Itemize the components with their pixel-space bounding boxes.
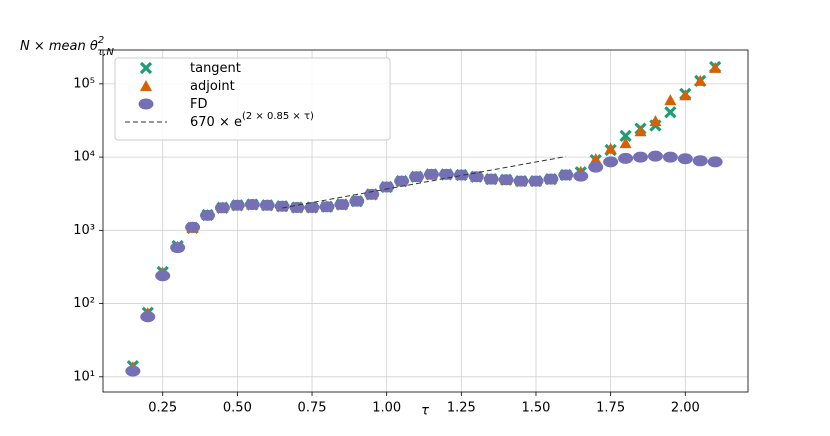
triangle-marker: [634, 125, 647, 137]
circle-marker: [453, 169, 469, 181]
x-tick-label: 1.25: [447, 401, 476, 416]
y-tick-label: 10²: [73, 296, 95, 311]
circle-marker: [334, 199, 350, 211]
legend-label: tangent: [190, 61, 241, 76]
legend-name: adjoint: [190, 79, 235, 94]
legend-exponent: (2 × 0.85 × τ): [242, 111, 314, 122]
fit-line: [282, 156, 566, 209]
circle-marker: [647, 150, 663, 162]
circle-marker: [423, 168, 439, 180]
circle-marker: [200, 209, 216, 221]
circle-marker: [662, 151, 678, 163]
circle-marker: [707, 156, 723, 168]
x-marker: [664, 106, 677, 119]
circle-marker: [409, 171, 425, 183]
y-label-sub: τ,N: [97, 47, 114, 58]
triangle-marker: [619, 137, 632, 149]
circle-marker: [633, 151, 648, 163]
circle-marker: [244, 199, 260, 211]
x-tick-label: 1.50: [522, 401, 551, 416]
y-label-main: N × mean θ: [20, 39, 98, 54]
x-tick-label: 0.50: [223, 401, 252, 416]
circle-marker: [677, 153, 693, 165]
circle-marker: [513, 175, 529, 187]
legend-name: 670 × e: [190, 115, 242, 130]
legend-name: FD: [190, 97, 208, 112]
x-marker: [139, 61, 153, 75]
x-marker: [619, 129, 632, 142]
circle-marker: [140, 311, 156, 323]
circle-marker: [483, 173, 499, 185]
circle-marker: [125, 365, 141, 377]
x-tick-label: 2.00: [671, 401, 700, 416]
circle-marker: [468, 171, 484, 183]
triangle-marker: [604, 142, 617, 154]
circle-marker: [692, 155, 708, 167]
legend-label: FD: [190, 97, 208, 112]
circle-marker: [349, 195, 365, 207]
circle-marker: [170, 242, 186, 254]
circle-marker: [438, 168, 454, 180]
circle-marker: [319, 201, 335, 213]
legend-label: adjoint: [190, 79, 235, 94]
legend-name: tangent: [190, 61, 241, 76]
circle-marker: [558, 169, 574, 181]
y-tick-label: 10⁴: [73, 150, 95, 165]
circle-marker: [304, 201, 320, 213]
y-label-sup: 2: [98, 35, 104, 46]
legend-label: 670 × e(2 × 0.85 × τ): [190, 111, 314, 130]
legend-box: [114, 57, 391, 141]
triangle-marker: [589, 153, 602, 165]
circle-marker: [618, 152, 634, 164]
triangle-marker: [140, 80, 152, 91]
x-tick-label: 1.00: [372, 401, 401, 416]
circle-marker: [394, 175, 410, 187]
y-tick-label: 10⁵: [73, 76, 95, 91]
circle-marker: [603, 156, 619, 168]
triangle-marker: [709, 61, 722, 73]
y-tick-label: 10¹: [73, 369, 95, 384]
triangle-marker: [679, 89, 692, 101]
triangle-marker: [664, 94, 677, 106]
triangle-marker: [694, 74, 707, 86]
circle-marker: [573, 170, 589, 182]
circle-marker: [364, 188, 380, 200]
x-axis-label: τ: [421, 404, 429, 419]
y-tick-label: 10³: [73, 223, 95, 238]
circle-marker: [274, 200, 290, 212]
triangle-marker: [649, 115, 662, 127]
circle-marker: [214, 202, 230, 214]
circle-marker: [259, 199, 275, 211]
x-tick-label: 0.25: [148, 401, 177, 416]
circle-marker: [138, 98, 154, 110]
circle-marker: [543, 173, 559, 185]
circle-marker: [498, 174, 514, 186]
circle-marker: [155, 270, 171, 282]
circle-marker: [528, 175, 544, 187]
circle-marker: [289, 201, 305, 213]
plot-frame: [102, 49, 749, 393]
circle-marker: [379, 181, 395, 193]
x-tick-label: 1.75: [596, 401, 625, 416]
y-axis-label: N × mean θ2 τ,N: [20, 35, 114, 58]
circle-marker: [229, 199, 245, 211]
x-tick-label: 0.75: [298, 401, 327, 416]
circle-marker: [588, 161, 604, 173]
circle-marker: [185, 221, 201, 233]
